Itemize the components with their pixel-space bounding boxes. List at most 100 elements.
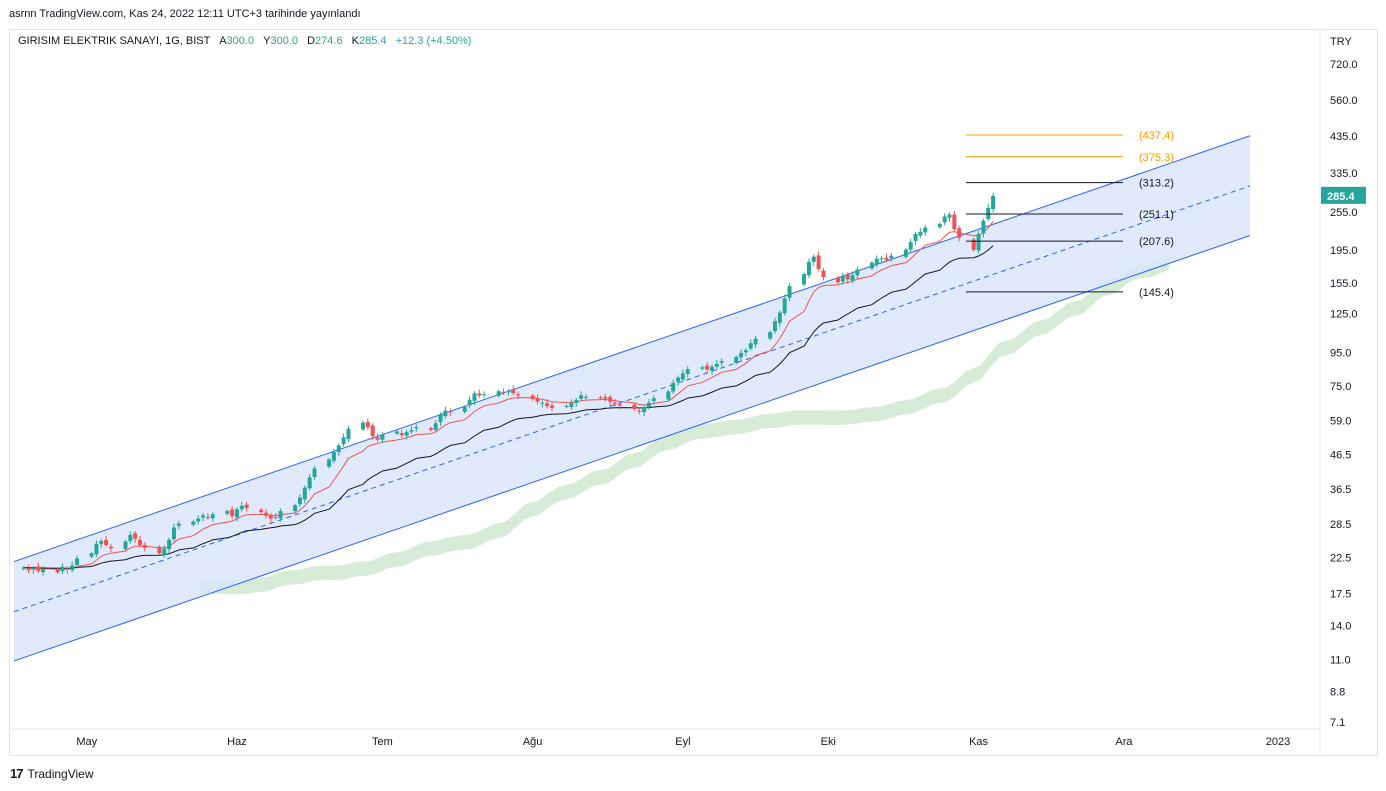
- price-tick-label: 95.0: [1330, 348, 1351, 360]
- candle-body: [821, 270, 826, 278]
- candle-body: [632, 404, 637, 410]
- candle-body: [482, 394, 487, 396]
- candle-body: [806, 261, 811, 276]
- candle-body: [89, 553, 94, 557]
- candle-body: [714, 363, 719, 367]
- price-tick-label: 46.5: [1330, 449, 1351, 461]
- candle-body: [782, 298, 787, 314]
- candle-body: [268, 515, 273, 519]
- candle-body: [496, 391, 501, 396]
- candle-body: [41, 568, 46, 573]
- candle-body: [768, 332, 773, 339]
- candle-body: [506, 391, 511, 393]
- candle-body: [26, 568, 31, 571]
- candle-body: [162, 548, 167, 556]
- open-value: 300.0: [226, 35, 255, 47]
- price-tick-label: 7.1: [1330, 717, 1345, 729]
- candle-body: [845, 274, 850, 280]
- candle-body: [99, 540, 104, 544]
- time-tick-label: Ağu: [523, 736, 543, 748]
- candle-body: [142, 544, 147, 548]
- channel-lower-line: [13, 235, 1251, 662]
- candle-body: [879, 258, 884, 260]
- channel-fill: [14, 135, 1250, 661]
- regression-channel: [13, 135, 1251, 662]
- candle-body: [976, 233, 981, 251]
- currency-label: TRY: [1330, 36, 1352, 48]
- candle-body: [302, 487, 307, 500]
- brand-name: TradingView: [27, 766, 94, 781]
- candle-body: [942, 216, 947, 223]
- candle-body: [986, 207, 991, 220]
- price-level-label: (251.1): [1139, 209, 1174, 221]
- candle-body: [331, 452, 336, 461]
- candle-body: [138, 539, 143, 545]
- candle-body: [75, 558, 80, 565]
- ema-fast-line: [23, 221, 994, 570]
- candle-body: [889, 255, 894, 259]
- last-price-label: 285.4: [1327, 191, 1355, 203]
- candle-body: [579, 395, 584, 399]
- candle-body: [307, 477, 312, 489]
- candle-body: [370, 425, 375, 437]
- candle-body: [428, 428, 433, 430]
- time-tick-label: Haz: [227, 736, 247, 748]
- time-tick-label: Eyl: [675, 736, 690, 748]
- candle-body: [583, 396, 588, 398]
- time-tick-label: May: [76, 736, 97, 748]
- candle-body: [535, 397, 540, 402]
- price-level-label: (207.6): [1139, 236, 1174, 248]
- candle-body: [472, 393, 477, 401]
- candle-body: [685, 369, 690, 374]
- candle-body: [157, 546, 162, 554]
- candle-body: [433, 423, 438, 430]
- candle-body: [705, 365, 710, 370]
- candle-body: [264, 512, 269, 516]
- candle-body: [884, 257, 889, 260]
- symbol-name: GIRISIM ELEKTRIK SANAYI, 1G, BIST: [18, 35, 211, 47]
- price-level-label: (313.2): [1139, 178, 1174, 190]
- tradingview-brand[interactable]: 17 TradingView: [10, 766, 94, 781]
- candle-body: [913, 233, 918, 241]
- price-tick-label: 22.5: [1330, 553, 1351, 565]
- candle-body: [802, 274, 807, 285]
- last-price-badge: [1321, 186, 1366, 204]
- candle-body: [443, 410, 448, 417]
- tradingview-logo-icon: 17: [10, 766, 24, 781]
- candle-body: [511, 389, 516, 394]
- candle-body: [273, 516, 278, 518]
- candle-body: [709, 366, 714, 371]
- candle-body: [448, 411, 453, 413]
- candle-body: [642, 407, 647, 413]
- price-level-label: (145.4): [1139, 287, 1174, 299]
- candle-body: [360, 422, 365, 430]
- candle-body: [777, 312, 782, 323]
- candle-body: [981, 220, 986, 234]
- candle-body: [467, 399, 472, 406]
- price-level-label: (375.3): [1139, 152, 1174, 164]
- candle-body: [191, 521, 196, 525]
- candle-body: [971, 239, 976, 251]
- price-tick-label: 335.0: [1330, 168, 1358, 180]
- candle-body: [234, 509, 239, 518]
- candle-body: [244, 504, 249, 508]
- candle-body: [540, 402, 545, 404]
- candle-body: [874, 258, 879, 265]
- candle-body: [60, 566, 65, 572]
- price-levels: (437.4) (375.3) (313.2) (251.1) (207.6) (145.…: [966, 130, 1174, 299]
- time-tick-label: Ara: [1115, 736, 1133, 748]
- change-value: +12.3 (+4.50%): [395, 35, 472, 47]
- candle-body: [380, 434, 385, 440]
- candle-body: [836, 277, 840, 283]
- candle-body: [462, 407, 467, 412]
- candle-body: [394, 431, 399, 434]
- price-tick-label: 435.0: [1330, 131, 1358, 143]
- time-tick-label: Tem: [372, 736, 393, 748]
- candle-body: [341, 437, 346, 445]
- candle-body: [671, 382, 676, 392]
- candle-body: [651, 398, 656, 402]
- candle-body: [787, 286, 792, 298]
- candle-body: [196, 518, 201, 522]
- chart-frame[interactable]: [9, 29, 1378, 756]
